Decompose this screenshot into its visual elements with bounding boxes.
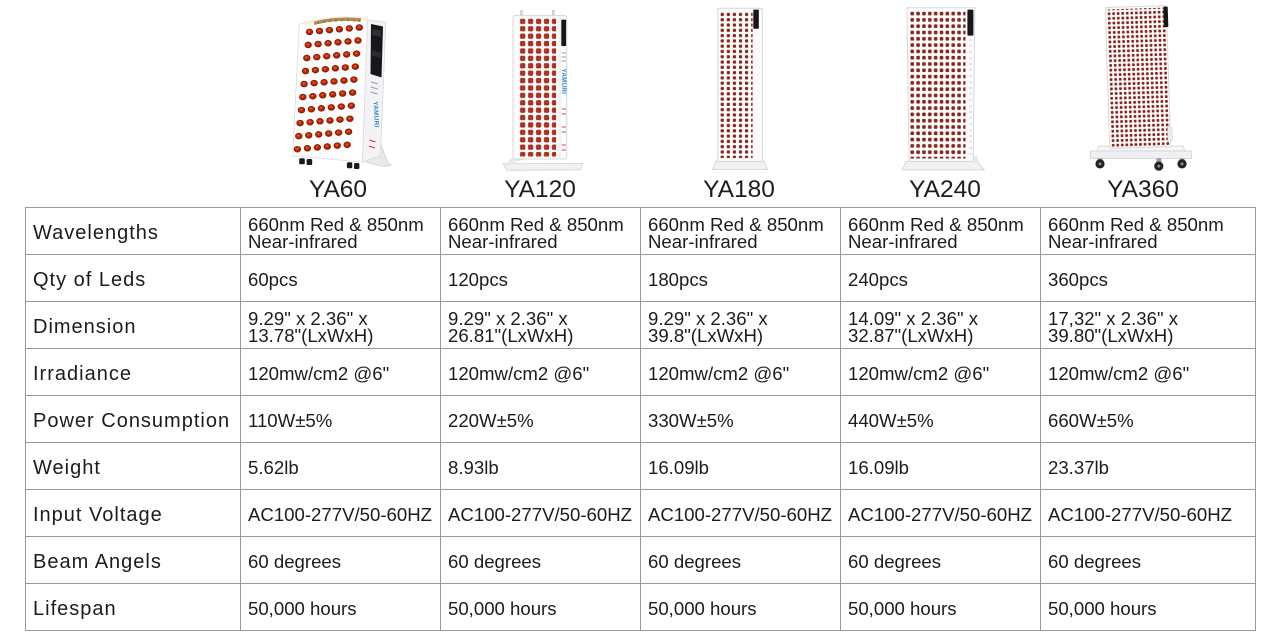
svg-text:YAMURI: YAMURI xyxy=(560,69,567,95)
svg-text:YAMURI: YAMURI xyxy=(372,101,380,128)
